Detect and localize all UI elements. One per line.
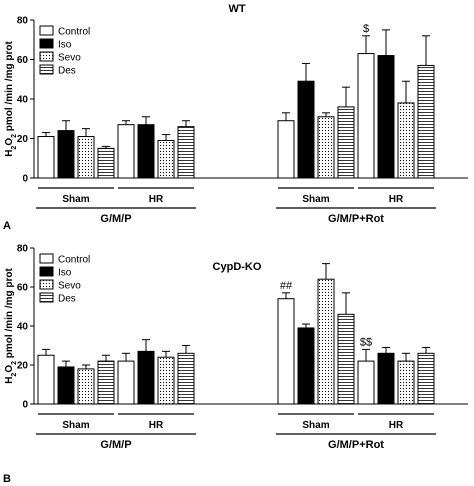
bar-sevo xyxy=(77,136,95,179)
group-label: HR xyxy=(149,194,164,205)
bar-control xyxy=(117,124,135,179)
bar-iso xyxy=(297,327,315,405)
group-label: HR xyxy=(389,420,404,431)
bar-iso xyxy=(57,366,75,405)
y-tick-label: 40 xyxy=(17,95,29,106)
group-label: HR xyxy=(389,194,404,205)
legend-swatch-sevo xyxy=(39,51,54,62)
bar-des xyxy=(417,352,435,405)
bar-des xyxy=(97,360,115,405)
legend-swatch-control xyxy=(39,25,54,36)
bar-iso xyxy=(57,130,75,179)
group-label: Sham xyxy=(302,194,329,205)
bar-control xyxy=(37,136,55,179)
bar-control xyxy=(277,120,295,179)
group-label: Sham xyxy=(62,194,89,205)
y-tick-label: 0 xyxy=(22,400,28,411)
bar-sevo xyxy=(317,116,335,179)
legend-swatch-control xyxy=(39,253,54,264)
bar-des xyxy=(177,352,195,405)
panel-wt: WT 0 20 40 60 80 H2O2 pmol /min /mg prot Sham HR… xyxy=(3,3,468,232)
y-tick-label: 20 xyxy=(17,134,29,145)
bar-iso xyxy=(377,352,395,405)
significance-marker: $ xyxy=(363,23,369,35)
bar-control xyxy=(277,298,295,405)
legend-label: Control xyxy=(58,27,90,38)
bar-control xyxy=(117,360,135,405)
bar-sevo xyxy=(157,356,175,405)
bar-des xyxy=(417,64,435,179)
y-axis-label: H2O2 pmol /min /mg prot xyxy=(4,41,18,157)
bar-iso xyxy=(297,80,315,179)
bar-iso xyxy=(377,55,395,179)
chart-title: CypD-KO xyxy=(213,261,262,273)
legend-swatch-iso xyxy=(39,266,54,277)
bar-sevo xyxy=(397,360,415,405)
group-label: Sham xyxy=(62,420,89,431)
bar-sevo xyxy=(77,368,95,405)
legend-label: Control xyxy=(58,255,90,266)
bar-des xyxy=(337,313,355,405)
y-tick-label: 0 xyxy=(22,174,28,185)
bar-control xyxy=(37,354,55,405)
y-tick-label: 20 xyxy=(17,361,29,372)
panel-letter: B xyxy=(3,473,11,485)
bracket-label: G/M/P xyxy=(100,439,131,451)
panel-cypd-ko: CypD-KO 0 20 40 60 80 H2O2 pmol /min /mg prot S… xyxy=(3,244,468,485)
bar-des xyxy=(337,106,355,179)
legend-label: Des xyxy=(58,66,76,77)
y-tick-label: 60 xyxy=(17,55,29,66)
bracket-label: G/M/P xyxy=(100,213,131,225)
legend-swatch-des xyxy=(39,64,54,75)
bar-sevo xyxy=(317,278,335,405)
group-label: Sham xyxy=(302,420,329,431)
group-label: HR xyxy=(149,420,164,431)
bracket-label: G/M/P+Rot xyxy=(328,213,384,225)
y-tick-label: 80 xyxy=(17,16,29,27)
legend-label: Iso xyxy=(58,40,72,51)
bracket-label: G/M/P+Rot xyxy=(328,439,384,451)
bar-des xyxy=(97,147,115,179)
y-tick-label: 80 xyxy=(17,244,29,255)
bar-control xyxy=(357,360,375,405)
significance-marker: ## xyxy=(280,280,293,292)
legend-swatch-des xyxy=(39,292,54,303)
legend-swatch-iso xyxy=(39,38,54,49)
legend-label: Sevo xyxy=(58,281,81,292)
chart-title: WT xyxy=(228,3,245,15)
legend-label: Sevo xyxy=(58,53,81,64)
panel-letter: A xyxy=(3,220,11,232)
bar-control xyxy=(357,53,375,179)
y-axis-label: H2O2 pmol /min /mg prot xyxy=(4,268,18,384)
legend-swatch-sevo xyxy=(39,279,54,290)
bar-sevo xyxy=(397,102,415,179)
legend-label: Iso xyxy=(58,268,72,279)
bar-iso xyxy=(137,350,155,405)
y-tick-label: 60 xyxy=(17,283,29,294)
significance-marker: $$ xyxy=(360,336,372,348)
legend-label: Des xyxy=(58,294,76,305)
y-tick-label: 40 xyxy=(17,322,29,333)
bar-sevo xyxy=(157,139,175,179)
bar-iso xyxy=(137,124,155,179)
bar-des xyxy=(177,126,195,179)
